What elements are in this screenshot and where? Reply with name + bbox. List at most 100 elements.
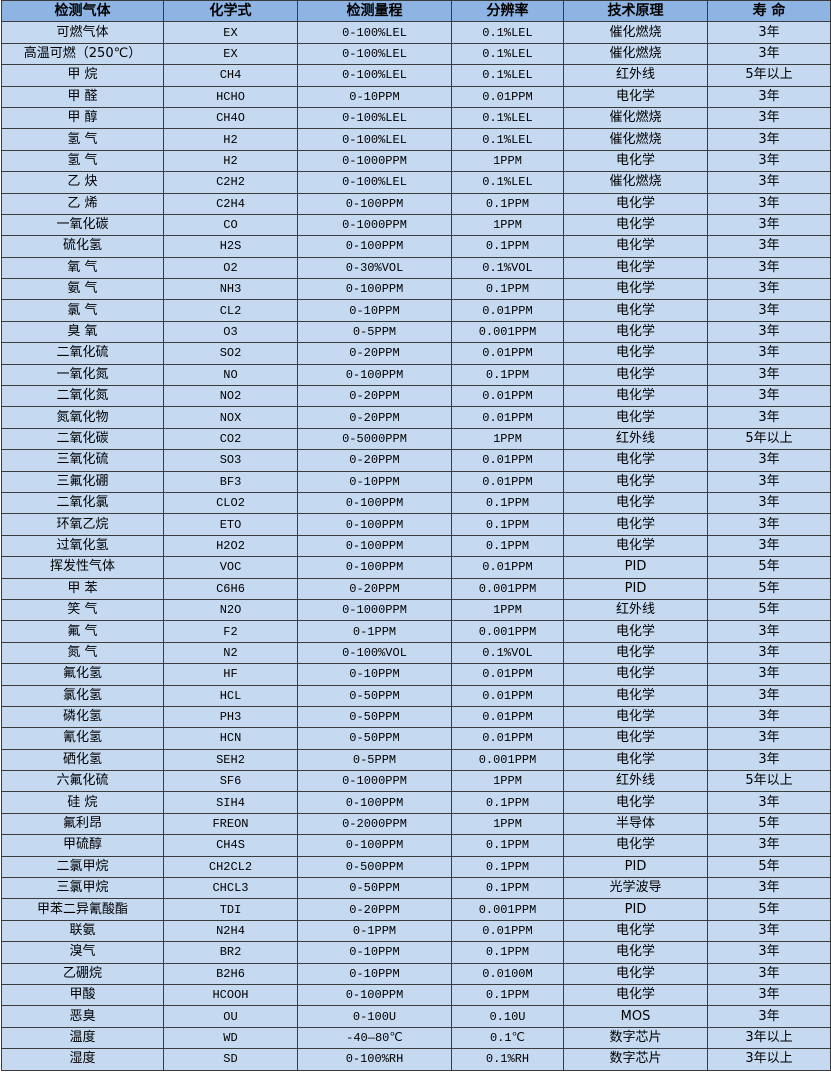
formula-cell: H2S [163, 235, 298, 258]
gas-cell: 氢 气 [1, 128, 164, 151]
lifespan-cell: 3年以上 [707, 1026, 831, 1050]
table-row: 乙 烯 C2H4 0-100PPM 0.1PPM 电化学 3年 [1, 192, 831, 215]
formula-cell: SO3 [163, 449, 298, 472]
range-cell: 0-5000PPM [297, 427, 452, 451]
range-cell: 0-100%LEL [297, 128, 452, 151]
header-principle: 技术原理 [563, 0, 708, 23]
resolution-cell: 0.1%RH [451, 1048, 564, 1071]
table-row: 硫化氢 H2S 0-100PPM 0.1PPM 电化学 3年 [1, 235, 831, 258]
gas-cell: 温度 [1, 1026, 164, 1050]
range-cell: 0-50PPM [297, 877, 452, 900]
gas-cell: 二氧化硫 [1, 342, 164, 365]
range-cell: 0-1000PPM [297, 770, 452, 793]
gas-cell: 笑 气 [1, 598, 164, 622]
resolution-cell: 1PPM [451, 812, 564, 836]
table-row: 氰化氢 HCN 0-50PPM 0.01PPM 电化学 3年 [1, 727, 831, 750]
principle-cell: 电化学 [563, 727, 708, 750]
lifespan-cell: 3年 [707, 1005, 831, 1028]
formula-cell: C6H6 [163, 577, 298, 600]
formula-cell: WD [163, 1026, 298, 1050]
lifespan-cell: 3年 [707, 363, 831, 387]
resolution-cell: 0.1PPM [451, 235, 564, 258]
lifespan-cell: 3年 [707, 663, 831, 686]
gas-cell: 乙 炔 [1, 171, 164, 194]
lifespan-cell: 3年 [707, 705, 831, 729]
table-row: 氮 气 N2 0-100%VOL 0.1%VOL 电化学 3年 [1, 641, 831, 665]
formula-cell: NO [163, 363, 298, 387]
gas-cell: 氧 气 [1, 256, 164, 280]
gas-cell: 氰化氢 [1, 727, 164, 750]
lifespan-cell: 3年 [707, 342, 831, 365]
formula-cell: SF6 [163, 770, 298, 793]
resolution-cell: 0.1PPM [451, 363, 564, 387]
table-row: 温度 WD -40—80℃ 0.1℃ 数字芯片 3年以上 [1, 1026, 831, 1050]
gas-cell: 高温可燃（250℃） [1, 42, 164, 66]
header-gas: 检测气体 [1, 0, 164, 23]
resolution-cell: 0.1%LEL [451, 106, 564, 130]
lifespan-cell: 5年 [707, 812, 831, 836]
formula-cell: H2 [163, 149, 298, 173]
resolution-cell: 0.1PPM [451, 513, 564, 536]
table-row: 笑 气 N2O 0-1000PPM 1PPM 红外线 5年 [1, 598, 831, 622]
principle-cell: PID [563, 577, 708, 600]
principle-cell: 电化学 [563, 941, 708, 964]
table-row: 氢 气 H2 0-1000PPM 1PPM 电化学 3年 [1, 149, 831, 173]
formula-cell: B2H6 [163, 962, 298, 985]
range-cell: 0-100PPM [297, 791, 452, 814]
resolution-cell: 0.001PPM [451, 748, 564, 772]
resolution-cell: 0.1%LEL [451, 171, 564, 194]
resolution-cell: 0.1%LEL [451, 64, 564, 87]
principle-cell: 电化学 [563, 684, 708, 707]
lifespan-cell: 5年以上 [707, 64, 831, 87]
range-cell: 0-10PPM [297, 299, 452, 322]
principle-cell: 电化学 [563, 449, 708, 472]
table-row: 三氧化硫 SO3 0-20PPM 0.01PPM 电化学 3年 [1, 449, 831, 472]
resolution-cell: 0.01PPM [451, 663, 564, 686]
formula-cell: SEH2 [163, 748, 298, 772]
table-row: 甲 烷 CH4 0-100%LEL 0.1%LEL 红外线 5年以上 [1, 64, 831, 87]
range-cell: 0-50PPM [297, 684, 452, 707]
table-row: 臭 氧 O3 0-5PPM 0.001PPM 电化学 3年 [1, 320, 831, 344]
resolution-cell: 0.01PPM [451, 385, 564, 408]
principle-cell: 电化学 [563, 299, 708, 322]
lifespan-cell: 3年 [707, 406, 831, 429]
lifespan-cell: 3年 [707, 919, 831, 943]
table-row: 氨 气 NH3 0-100PPM 0.1PPM 电化学 3年 [1, 278, 831, 301]
principle-cell: 红外线 [563, 64, 708, 87]
lifespan-cell: 3年 [707, 983, 831, 1007]
principle-cell: 电化学 [563, 192, 708, 215]
gas-cell: 氢 气 [1, 149, 164, 173]
table-row: 一氧化氮 NO 0-100PPM 0.1PPM 电化学 3年 [1, 363, 831, 387]
gas-cell: 二氧化氮 [1, 385, 164, 408]
resolution-cell: 0.001PPM [451, 620, 564, 643]
lifespan-cell: 5年以上 [707, 770, 831, 793]
table-row: 湿度 SD 0-100%RH 0.1%RH 数字芯片 3年以上 [1, 1048, 831, 1071]
table-row: 氧 气 O2 0-30%VOL 0.1%VOL 电化学 3年 [1, 256, 831, 280]
principle-cell: PID [563, 855, 708, 879]
range-cell: 0-100%LEL [297, 42, 452, 66]
formula-cell: CH4 [163, 64, 298, 87]
resolution-cell: 1PPM [451, 213, 564, 237]
formula-cell: CO [163, 213, 298, 237]
gas-cell: 溴气 [1, 941, 164, 964]
formula-cell: SD [163, 1048, 298, 1071]
principle-cell: 电化学 [563, 278, 708, 301]
range-cell: 0-100%LEL [297, 21, 452, 44]
principle-cell: 电化学 [563, 363, 708, 387]
range-cell: 0-20PPM [297, 449, 452, 472]
range-cell: 0-50PPM [297, 705, 452, 729]
table-row: 二氧化氮 NO2 0-20PPM 0.01PPM 电化学 3年 [1, 385, 831, 408]
formula-cell: NO2 [163, 385, 298, 408]
table-row: 二氧化氯 CLO2 0-100PPM 0.1PPM 电化学 3年 [1, 491, 831, 515]
table-row: 甲苯二异氰酸酯 TDI 0-20PPM 0.001PPM PID 5年 [1, 898, 831, 921]
lifespan-cell: 3年 [707, 128, 831, 151]
resolution-cell: 0.1PPM [451, 534, 564, 558]
gas-cell: 乙硼烷 [1, 962, 164, 985]
gas-cell: 可燃气体 [1, 21, 164, 44]
header-row: 检测气体 化学式 检测量程 分辨率 技术原理 寿 命 [1, 0, 831, 23]
table-row: 氮氧化物 NOX 0-20PPM 0.01PPM 电化学 3年 [1, 406, 831, 429]
formula-cell: EX [163, 42, 298, 66]
resolution-cell: 0.1PPM [451, 192, 564, 215]
principle-cell: 电化学 [563, 149, 708, 173]
formula-cell: EX [163, 21, 298, 44]
